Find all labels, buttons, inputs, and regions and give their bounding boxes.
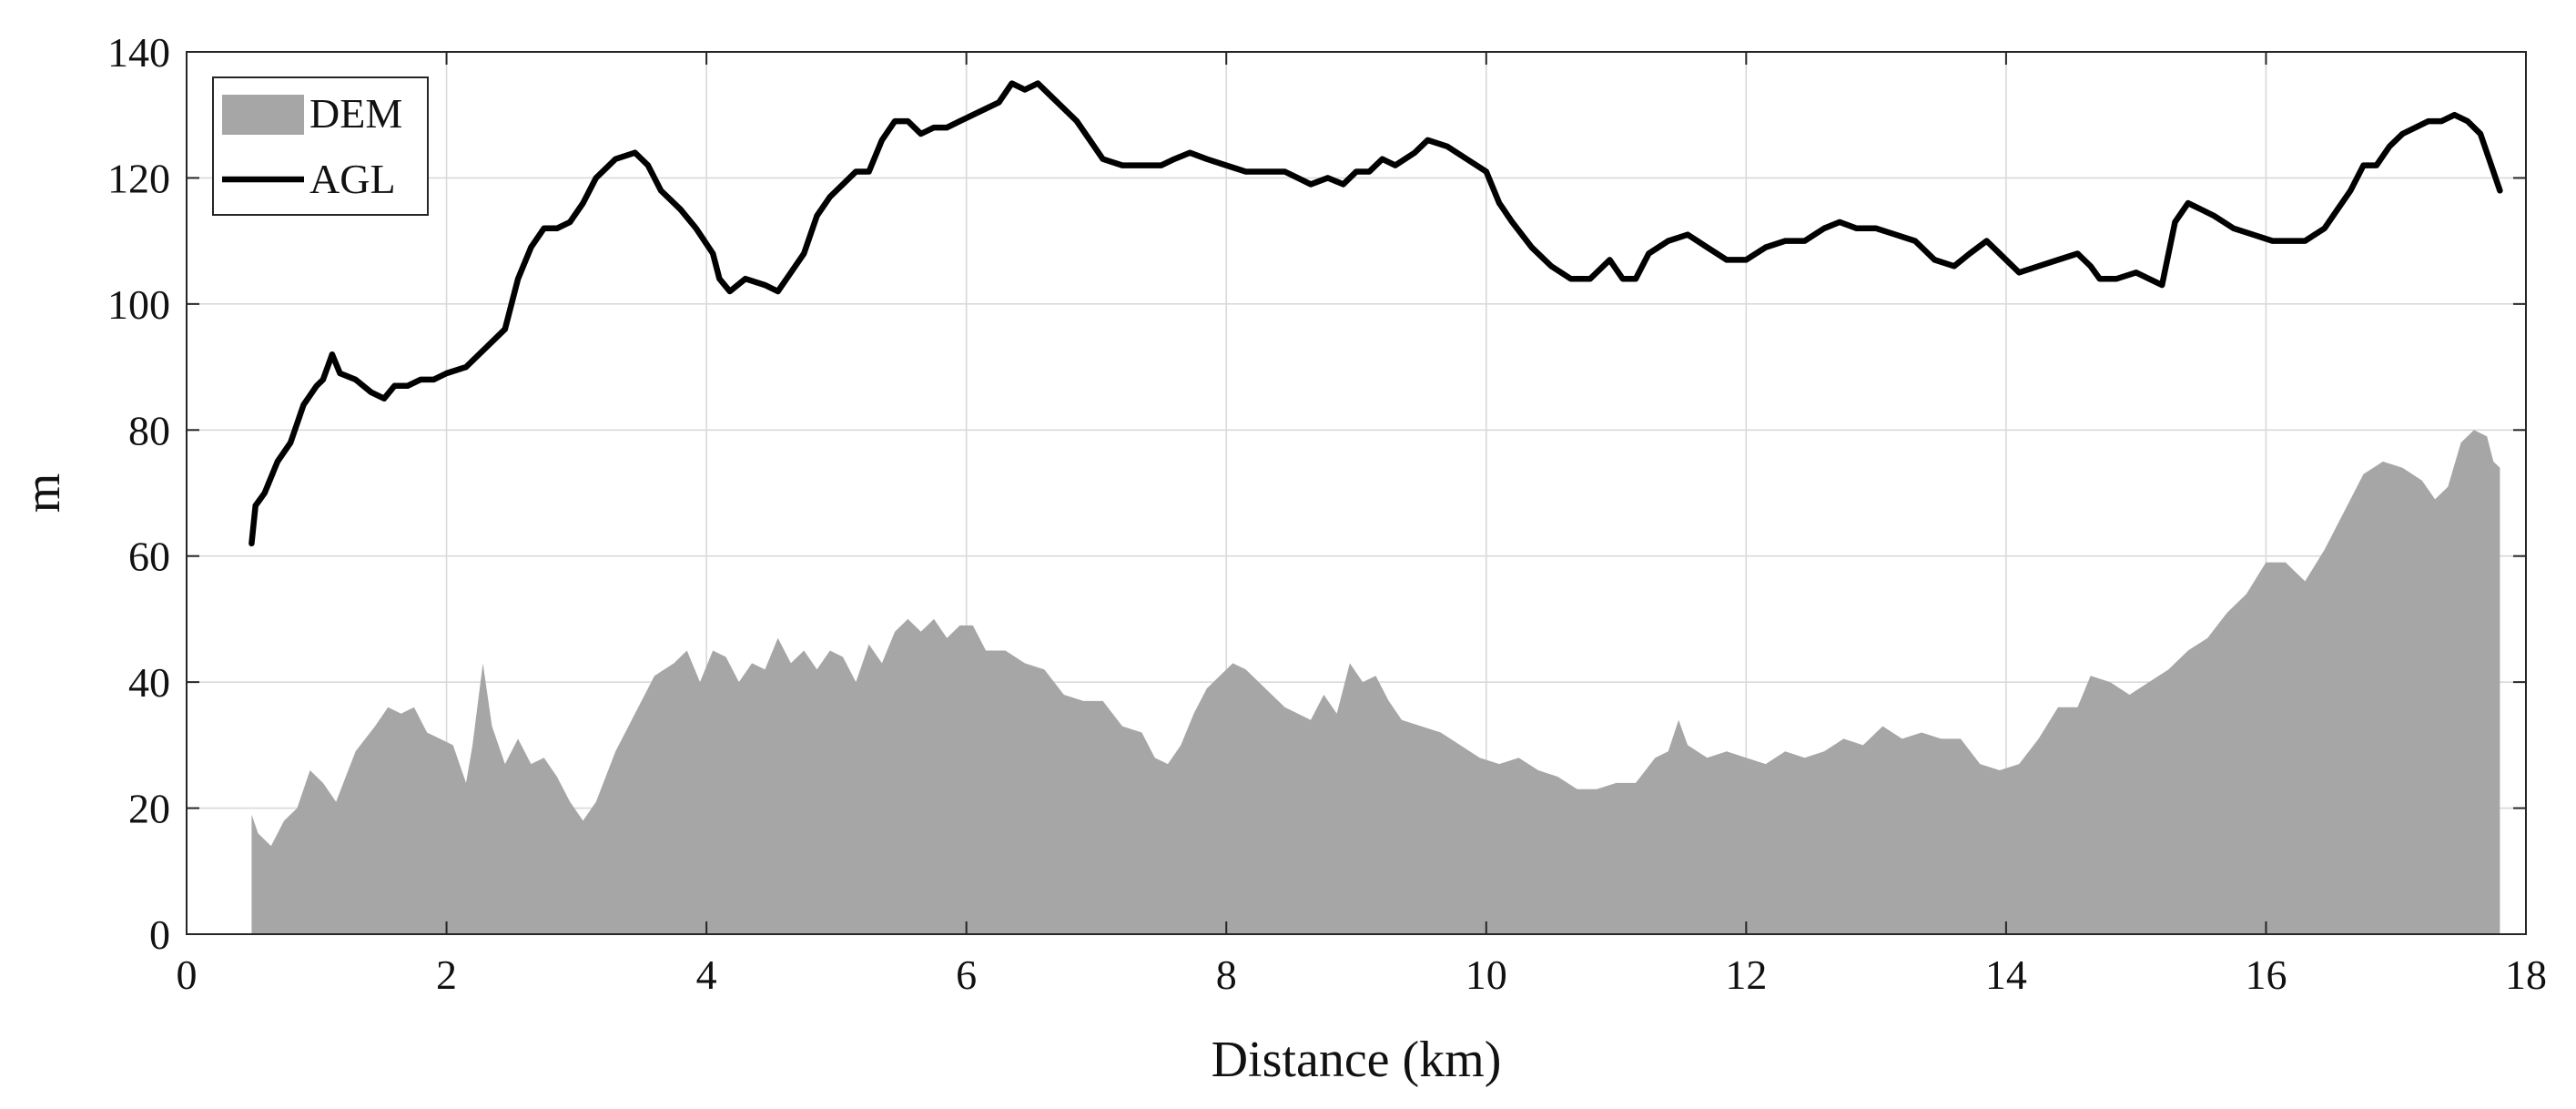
- x-tick-label: 8: [1216, 951, 1237, 998]
- y-axis-title: m: [15, 473, 71, 514]
- grid-lines: [187, 52, 2526, 934]
- legend-label-dem: DEM: [309, 90, 402, 137]
- x-tick-label: 6: [956, 951, 977, 998]
- y-tick-label: 40: [128, 659, 170, 706]
- legend-swatch-dem: [222, 95, 304, 135]
- y-tick-label: 100: [107, 281, 170, 328]
- y-tick-label: 0: [149, 911, 170, 958]
- series-dem-area: [251, 430, 2500, 934]
- x-tick-label: 12: [1725, 951, 1767, 998]
- y-tick-label: 60: [128, 534, 170, 580]
- x-tick-label: 0: [177, 951, 198, 998]
- x-tick-label: 18: [2505, 951, 2547, 998]
- x-axis-tick-labels: 0 2 4 6 8 10 12 14 16 18: [177, 951, 2548, 998]
- x-tick-label: 14: [1985, 951, 2027, 998]
- y-tick-label: 120: [107, 155, 170, 201]
- series-agl-line: [248, 80, 2503, 547]
- x-tick-label: 4: [696, 951, 717, 998]
- y-tick-label: 80: [128, 407, 170, 453]
- legend: DEM AGL: [212, 76, 429, 216]
- plot-frame: [186, 51, 2527, 935]
- x-tick-label: 16: [2245, 951, 2287, 998]
- x-tick-label: 10: [1465, 951, 1507, 998]
- x-axis-title: Distance (km): [1212, 1032, 1502, 1088]
- plot-series: [248, 80, 2503, 934]
- x-tick-label: 2: [436, 951, 457, 998]
- y-tick-label: 20: [128, 786, 170, 832]
- legend-label-agl: AGL: [309, 156, 396, 202]
- y-axis-tick-labels: 0 20 40 60 80 100 120 140: [107, 29, 170, 958]
- axis-ticks: [186, 51, 2527, 935]
- y-tick-label: 140: [107, 29, 170, 76]
